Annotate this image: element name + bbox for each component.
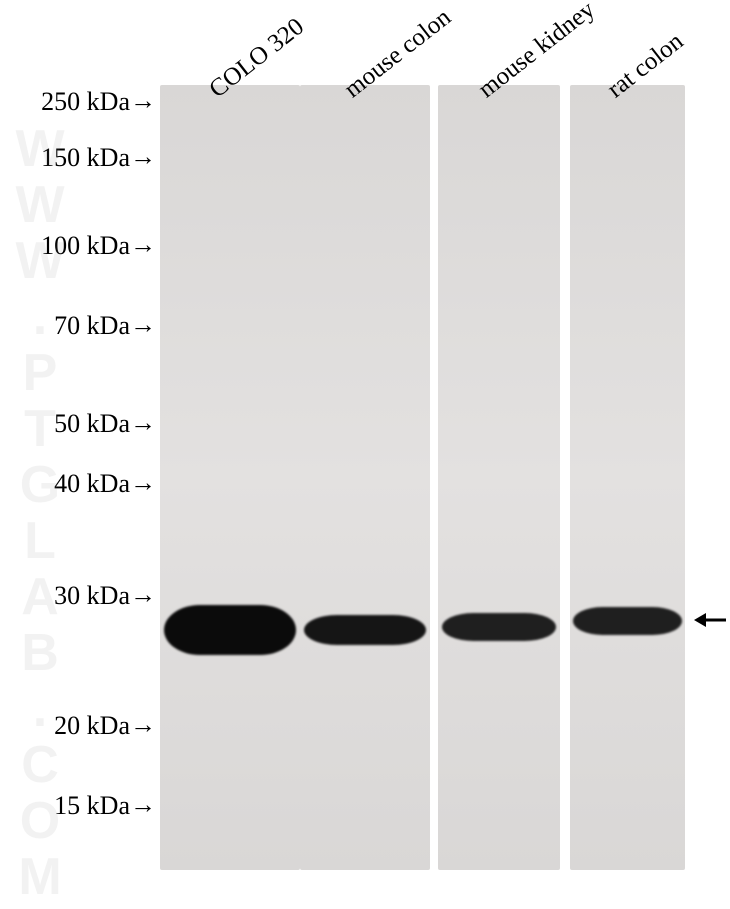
mw-marker-value: 150 [41, 143, 80, 172]
western-blot-figure: WWW.PTGLAB.COM COLO 320mouse colonmouse … [0, 0, 730, 903]
lane-label: COLO 320 [204, 13, 309, 104]
mw-marker-unit: kDa [80, 311, 130, 340]
protein-band [573, 607, 681, 635]
mw-marker: 20 kDa→ [54, 711, 156, 741]
arrow-right-icon: → [130, 580, 156, 610]
mw-marker-unit: kDa [80, 143, 130, 172]
mw-marker-value: 70 [54, 311, 80, 340]
mw-marker: 150 kDa→ [41, 143, 156, 173]
mw-marker-value: 250 [41, 87, 80, 116]
mw-marker-unit: kDa [80, 581, 130, 610]
mw-marker: 40 kDa→ [54, 469, 156, 499]
arrow-right-icon: → [130, 86, 156, 116]
blot-lane: mouse colon [300, 85, 430, 870]
blot-lane: COLO 320 [160, 85, 300, 870]
mw-marker: 250 kDa→ [41, 87, 156, 117]
mw-marker-value: 15 [54, 791, 80, 820]
mw-marker: 70 kDa→ [54, 311, 156, 341]
mw-marker-unit: kDa [80, 469, 130, 498]
mw-marker: 30 kDa→ [54, 581, 156, 611]
lane-gap [430, 85, 438, 870]
mw-marker-value: 40 [54, 469, 80, 498]
mw-marker: 50 kDa→ [54, 409, 156, 439]
mw-marker: 15 kDa→ [54, 791, 156, 821]
mw-marker-unit: kDa [80, 711, 130, 740]
blot-lane: rat colon [570, 85, 685, 870]
mw-marker-value: 50 [54, 409, 80, 438]
lane-gap [560, 85, 570, 870]
arrow-right-icon: → [130, 310, 156, 340]
mw-marker-unit: kDa [80, 231, 130, 260]
mw-marker-unit: kDa [80, 409, 130, 438]
blot-lane: mouse kidney [438, 85, 560, 870]
lane-label: rat colon [602, 28, 689, 104]
arrow-right-icon: → [130, 468, 156, 498]
mw-marker-value: 20 [54, 711, 80, 740]
arrow-right-icon: → [130, 142, 156, 172]
protein-band [164, 605, 296, 655]
arrow-right-icon: → [130, 408, 156, 438]
protein-band [304, 615, 426, 645]
arrow-right-icon: → [130, 710, 156, 740]
mw-marker-unit: kDa [80, 87, 130, 116]
target-band-arrow-icon [694, 610, 726, 630]
mw-marker-unit: kDa [80, 791, 130, 820]
mw-marker: 100 kDa→ [41, 231, 156, 261]
arrow-right-icon: → [130, 790, 156, 820]
arrow-right-icon: → [130, 230, 156, 260]
protein-band [442, 613, 557, 641]
mw-marker-value: 30 [54, 581, 80, 610]
lanes-area: COLO 320mouse colonmouse kidneyrat colon [160, 85, 690, 870]
mw-marker-value: 100 [41, 231, 80, 260]
